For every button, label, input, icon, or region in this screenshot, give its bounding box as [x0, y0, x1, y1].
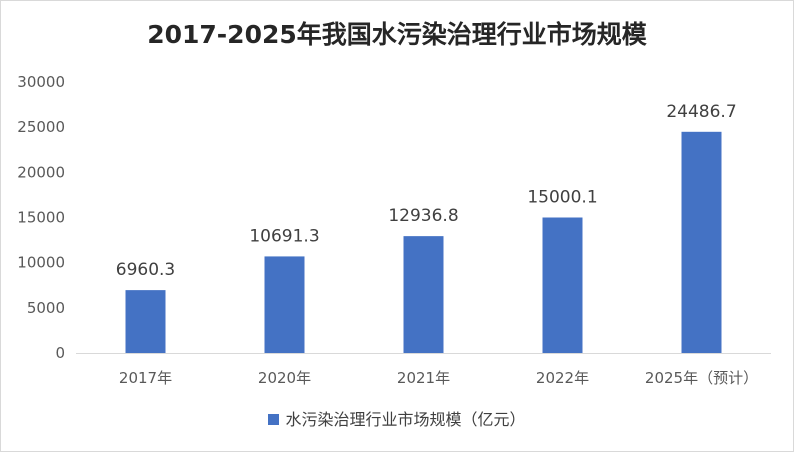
legend-label: 水污染治理行业市场规模（亿元）	[285, 410, 526, 429]
data-label: 6960.3	[116, 260, 175, 280]
bar	[681, 131, 722, 353]
bar	[264, 256, 305, 353]
y-tick-label: 20000	[17, 163, 65, 181]
y-tick-label: 0	[55, 344, 65, 362]
x-tick-label: 2017年	[119, 369, 172, 387]
x-tick-label: 2020年	[258, 369, 311, 387]
y-tick-label: 10000	[17, 254, 65, 272]
y-tick-label: 25000	[17, 118, 65, 136]
y-tick-label: 5000	[27, 299, 65, 317]
bar	[125, 290, 166, 353]
data-label: 15000.1	[527, 187, 597, 207]
legend-swatch	[268, 414, 280, 425]
chart-title: 2017-2025年我国水污染治理行业市场规模	[147, 20, 647, 49]
legend: 水污染治理行业市场规模（亿元）	[1, 406, 793, 430]
x-tick-label: 2021年	[397, 369, 450, 387]
y-tick-label: 15000	[17, 209, 65, 227]
data-label: 12936.8	[388, 206, 458, 226]
y-tick-label: 30000	[17, 73, 65, 91]
bar	[542, 217, 583, 353]
data-label: 10691.3	[249, 226, 319, 246]
bar	[403, 236, 444, 353]
x-tick-label: 2022年	[536, 369, 589, 387]
data-label: 24486.7	[666, 102, 736, 122]
x-tick-label: 2025年（预计）	[645, 369, 758, 387]
